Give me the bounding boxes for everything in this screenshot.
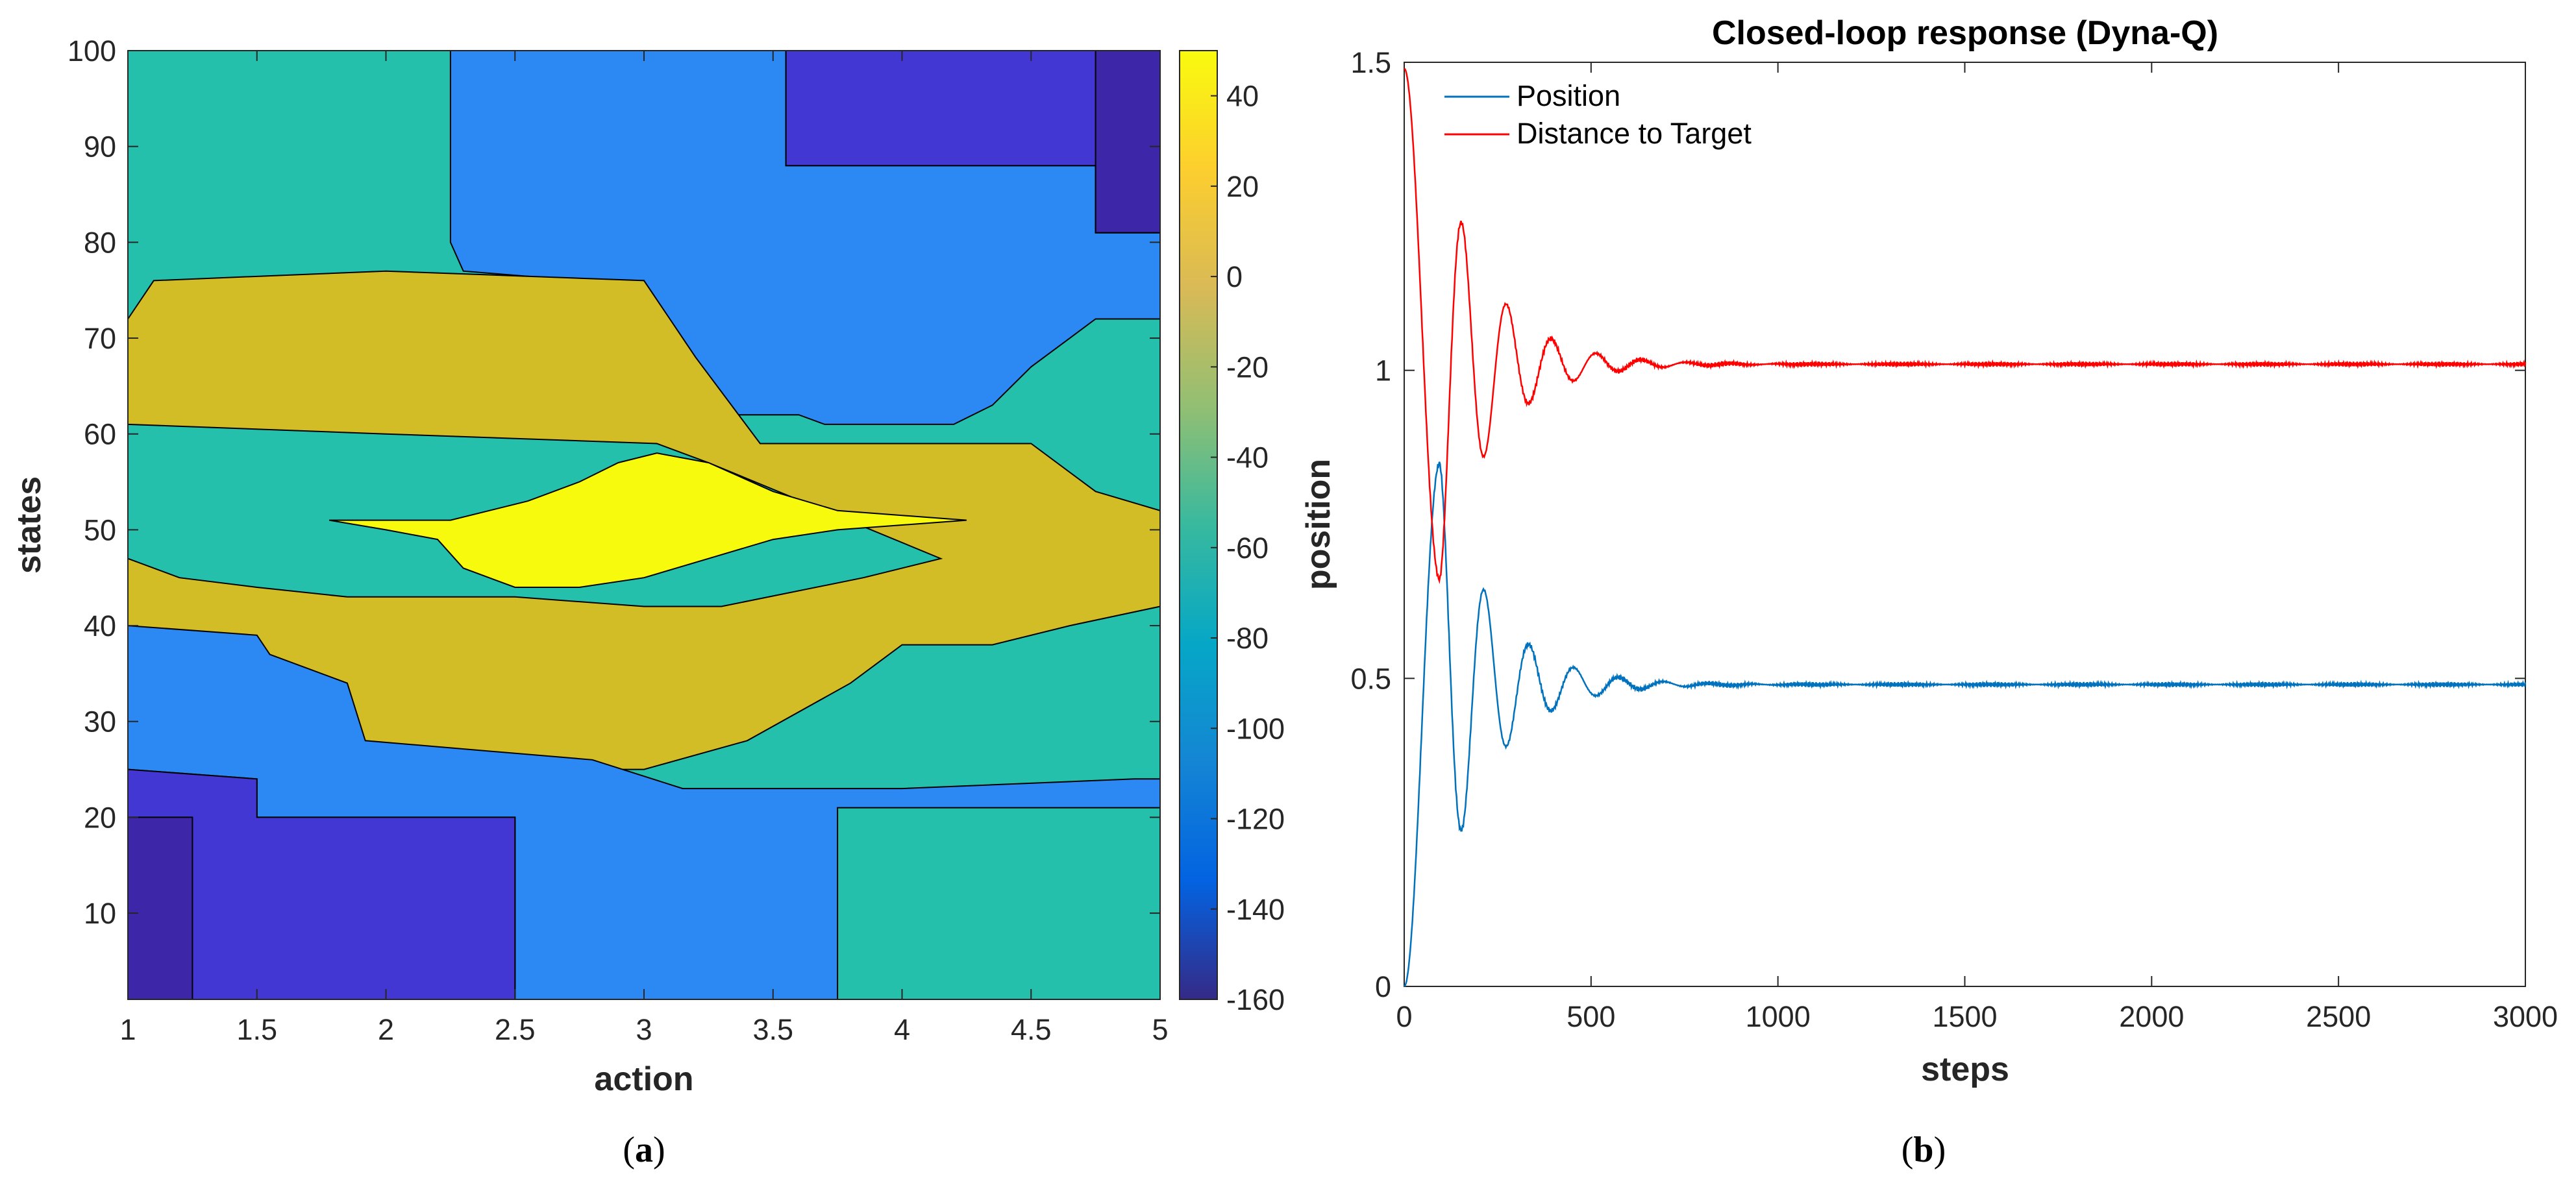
contour-y-tick-label: 70 <box>84 322 116 355</box>
line-x-tick-label: 3000 <box>2493 1000 2558 1033</box>
contour-x-tick-label: 5 <box>1152 1013 1168 1046</box>
colorbar-tick-label: 40 <box>1226 80 1259 113</box>
colorbar-tick-label: -160 <box>1226 983 1285 1016</box>
contour-y-ticks: 10 20 30 40 50 60 70 80 90 100 <box>68 34 1160 930</box>
line-x-label: steps <box>1921 1051 2009 1088</box>
series-line-position <box>1404 461 2527 988</box>
contour-y-label: states <box>10 476 48 574</box>
line-axes-box <box>1404 62 2526 987</box>
contour-x-tick-label: 2 <box>378 1013 394 1046</box>
line-series <box>1404 67 2527 988</box>
colorbar-tick-label: -140 <box>1226 893 1285 926</box>
contour-region-bottom-left-corner <box>127 816 193 1000</box>
colorbar-tick-label: -120 <box>1226 803 1285 836</box>
line-x-tick-label: 1500 <box>1932 1000 1997 1033</box>
contour-x-tick-label: 1.5 <box>236 1013 277 1046</box>
colorbar-tick-label: -40 <box>1226 441 1269 474</box>
contour-y-tick-label: 100 <box>68 34 116 67</box>
line-y-ticks: 0 0.5 1 1.5 <box>1350 46 2525 1003</box>
contour-y-tick-label: 80 <box>84 226 116 259</box>
line-y-tick-label: 1.5 <box>1350 46 1391 79</box>
contour-region-center-peak <box>328 452 967 588</box>
contour-region-top-right-corner <box>1095 50 1161 234</box>
line-y-tick-label: 0 <box>1375 970 1391 1003</box>
caption-a: (a) <box>623 1130 665 1170</box>
contour-y-tick-label: 90 <box>84 130 116 164</box>
caption-b-letter: b <box>1913 1130 1933 1170</box>
legend-label: Distance to Target <box>1517 117 1752 150</box>
contour-region-bottom-right-green <box>837 807 1161 1000</box>
caption-a-letter: a <box>635 1130 653 1170</box>
contour-y-tick-label: 30 <box>84 705 116 739</box>
contour-regions <box>127 50 1161 1000</box>
colorbar-tick-label: 20 <box>1226 170 1259 203</box>
contour-x-ticks: 1 1.5 2 2.5 3 3.5 4 4.5 5 <box>119 51 1169 1046</box>
caption-b: (b) <box>1901 1130 1946 1170</box>
colorbar-gradient <box>1179 50 1218 1000</box>
contour-y-tick-label: 10 <box>84 897 116 930</box>
line-x-tick-label: 2000 <box>2119 1000 2184 1033</box>
series-line-distance-to-target <box>1404 67 2527 584</box>
line-y-label: position <box>1300 459 1337 590</box>
contour-x-tick-label: 3 <box>636 1013 652 1046</box>
contour-y-tick-label: 50 <box>84 513 116 546</box>
line-y-tick-label: 0.5 <box>1350 662 1391 695</box>
colorbar-ticks: 40 20 0 -20 -40 -60 -80 -100 -120 -140 -160 <box>1211 80 1285 1016</box>
line-y-tick-label: 1 <box>1375 354 1391 387</box>
legend-label: Position <box>1517 79 1620 112</box>
contour-x-tick-label: 4 <box>894 1013 910 1046</box>
contour-y-tick-label: 60 <box>84 418 116 451</box>
contour-x-tick-label: 3.5 <box>752 1013 793 1046</box>
contour-y-tick-label: 20 <box>84 801 116 834</box>
colorbar-tick-label: -20 <box>1226 350 1269 384</box>
colorbar-tick-label: 0 <box>1226 260 1243 293</box>
line-plot-title: Closed-loop response (Dyna-Q) <box>1712 14 2218 52</box>
colorbar-tick-label: -60 <box>1226 531 1269 565</box>
contour-x-tick-label: 4.5 <box>1011 1013 1052 1046</box>
line-plot: Closed-loop response (Dyna-Q) 0 500 1000 15… <box>1300 14 2558 1088</box>
colorbar-tick-label: -80 <box>1226 622 1269 655</box>
line-x-tick-label: 0 <box>1396 1000 1412 1033</box>
colorbar-tick-label: -100 <box>1226 712 1285 745</box>
contour-x-label: action <box>594 1060 693 1098</box>
contour-plot: 1 1.5 2 2.5 3 3.5 4 4.5 5 102030405060708090100 … <box>10 34 1169 1098</box>
contour-y-tick-label: 40 <box>84 609 116 642</box>
line-x-tick-label: 2500 <box>2306 1000 2371 1033</box>
line-x-tick-label: 500 <box>1567 1000 1615 1033</box>
colorbar: 40 20 0 -20 -40 -60 -80 -100 -120 -140 -160 <box>1179 50 1285 1016</box>
contour-x-tick-label: 2.5 <box>495 1013 536 1046</box>
line-x-tick-label: 1000 <box>1746 1000 1811 1033</box>
legend: Position Distance to Target <box>1444 79 1752 150</box>
line-x-ticks: 0 500 1000 1500 2000 2500 3000 <box>1396 62 2558 1033</box>
contour-x-tick-label: 1 <box>119 1013 136 1046</box>
